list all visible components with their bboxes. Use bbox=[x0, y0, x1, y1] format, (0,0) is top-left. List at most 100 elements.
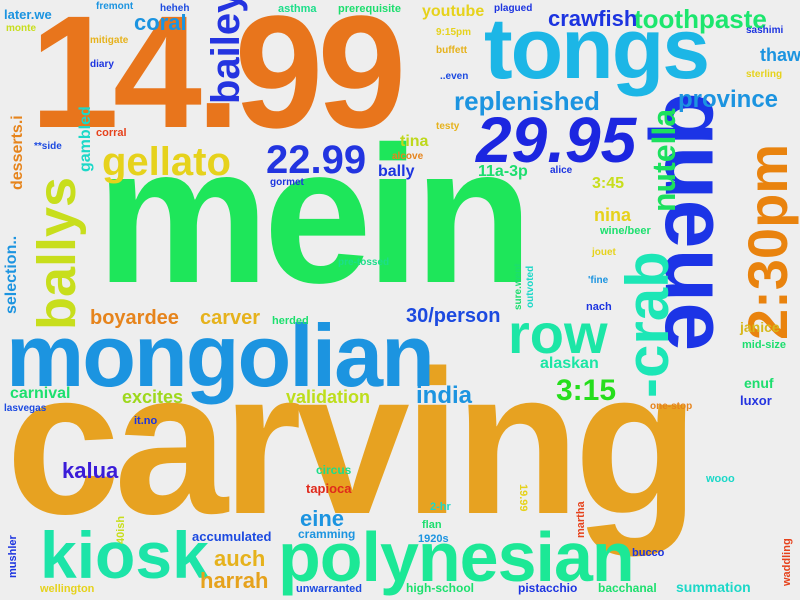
word-19-99: 19.99 bbox=[517, 484, 529, 512]
word-prerequisite: prerequisite bbox=[338, 3, 401, 15]
word-accumulated: accumulated bbox=[192, 529, 272, 544]
word-desserts-i: desserts.i bbox=[9, 115, 26, 190]
word-later-we: later.we bbox=[4, 7, 52, 22]
word-sterling: sterling bbox=[746, 69, 783, 80]
word-11a-3p: 11a-3p bbox=[478, 163, 528, 180]
word-fremont: fremont bbox=[96, 1, 134, 12]
word-jouet: jouet bbox=[592, 247, 616, 258]
word-pre-tossed: pre-tossed bbox=[338, 257, 390, 268]
word-mitigate: mitigate bbox=[90, 35, 129, 46]
word-kalua: kalua bbox=[62, 458, 119, 483]
word-summation: summation bbox=[676, 579, 751, 595]
word-janice: janice bbox=[740, 319, 780, 335]
word-pistacchio: pistacchio bbox=[518, 581, 578, 595]
word-wine-beer: wine/beer bbox=[600, 225, 651, 237]
word-testy: testy bbox=[436, 121, 460, 132]
word-selection: selection.. bbox=[3, 235, 20, 314]
word-unwarranted: unwarranted bbox=[296, 583, 363, 595]
word-thaw: thaw bbox=[760, 45, 800, 65]
word-1920s: 1920s bbox=[418, 533, 449, 545]
word-3-45: 3:45 bbox=[592, 175, 625, 192]
word-auch: auch bbox=[214, 546, 266, 571]
word-plagued: plagued bbox=[494, 3, 533, 14]
word-22-99: 22.99 bbox=[266, 138, 367, 182]
word-corral: corral bbox=[96, 127, 127, 139]
word-polynesian: polynesian bbox=[278, 518, 635, 596]
word-row: row bbox=[508, 302, 608, 365]
word-gormet: gormet bbox=[270, 177, 304, 188]
word-mein: mein bbox=[96, 106, 533, 324]
word-toothpaste: toothpaste bbox=[634, 4, 767, 34]
word-waddling: waddling bbox=[781, 538, 793, 586]
word-coral: coral bbox=[134, 10, 187, 35]
word-nutella: nutella bbox=[646, 108, 682, 212]
word-buffett: buffett bbox=[436, 45, 468, 56]
word-nina: nina bbox=[594, 205, 632, 225]
word-mid-size: mid-size bbox=[742, 339, 787, 351]
word-bally: bally bbox=[378, 163, 415, 180]
word-alice: alice bbox=[550, 165, 573, 176]
word-it-no: it.no bbox=[134, 415, 158, 427]
word-bacchanal: bacchanal bbox=[598, 581, 657, 595]
word-martha: martha bbox=[575, 501, 587, 538]
word-kiosk: kiosk bbox=[40, 518, 209, 592]
word-excites: excites bbox=[122, 387, 184, 407]
word-alaskan: alaskan bbox=[540, 355, 599, 372]
word-india: india bbox=[416, 382, 473, 409]
word-luxor: luxor bbox=[740, 393, 772, 408]
word-ballys: ballys bbox=[27, 176, 87, 330]
word-wellington: wellington bbox=[40, 583, 95, 595]
word-high-school: high-school bbox=[406, 581, 474, 595]
word-monte: monte bbox=[6, 23, 36, 34]
word-eine: eine bbox=[300, 506, 345, 531]
word-bailey: bailey bbox=[204, 0, 248, 104]
word-wooo: wooo bbox=[706, 473, 735, 485]
word-mushler: mushler bbox=[7, 535, 19, 578]
word-boyardee: boyardee bbox=[90, 307, 179, 329]
word-heheh: heheh bbox=[160, 3, 190, 14]
word-nach: nach bbox=[586, 301, 612, 313]
word-youtube: youtube bbox=[422, 3, 485, 20]
word-crawfish: crawfish bbox=[548, 6, 638, 31]
word-2-30pm: 2:30pm bbox=[736, 143, 799, 340]
word-asthma: asthma bbox=[278, 3, 317, 15]
word-carving: carving bbox=[6, 328, 699, 557]
word-flan: flan bbox=[422, 519, 442, 531]
word-gambled: gambled bbox=[77, 106, 94, 172]
word-replenished: replenished bbox=[454, 86, 600, 116]
word-30-person: 30/person bbox=[406, 305, 501, 327]
word-validation: validation bbox=[286, 387, 371, 407]
word-lasvegas: lasvegas bbox=[4, 403, 47, 414]
word-gellato: gellato bbox=[102, 140, 231, 184]
word-sure-went: sure.went bbox=[513, 263, 524, 310]
word-harrah: harrah bbox=[200, 568, 269, 593]
word-circus: circus bbox=[316, 463, 352, 477]
word-carver: carver bbox=[200, 307, 261, 329]
word-carnival: carnival bbox=[10, 385, 71, 402]
word-outvoted: outvoted bbox=[525, 265, 536, 308]
word-herded: herded bbox=[272, 315, 309, 327]
word-tapioca: tapioca bbox=[306, 481, 352, 496]
word-alcove: alcove bbox=[392, 151, 424, 162]
word-enuf: enuf bbox=[744, 375, 774, 391]
word-mongolian: mongolian bbox=[6, 306, 435, 405]
word-9-15pm: 9:15pm bbox=[436, 27, 472, 38]
word-even: ..even bbox=[440, 71, 469, 82]
word-province: province bbox=[678, 86, 779, 113]
word-tongs: tongs bbox=[484, 1, 710, 97]
word-crab: -crab bbox=[614, 251, 681, 398]
word-sashimi: sashimi bbox=[746, 25, 784, 36]
word-one-stop: one-stop bbox=[650, 401, 693, 412]
word-14-99: 14.99 bbox=[30, 0, 406, 161]
word-cramming: cramming bbox=[298, 527, 356, 541]
word-29-95: 29.95 bbox=[476, 104, 637, 176]
word-tina: tina bbox=[400, 133, 429, 150]
word-fine: 'fine bbox=[588, 275, 609, 286]
word-3-15: 3:15 bbox=[556, 374, 617, 407]
word-side: **side bbox=[34, 141, 62, 152]
word-bucco: bucco bbox=[632, 547, 665, 559]
word-40ish: 40ish bbox=[115, 515, 127, 544]
word-diary: diary bbox=[90, 59, 114, 70]
word-2-hr: 2-hr bbox=[430, 501, 451, 513]
